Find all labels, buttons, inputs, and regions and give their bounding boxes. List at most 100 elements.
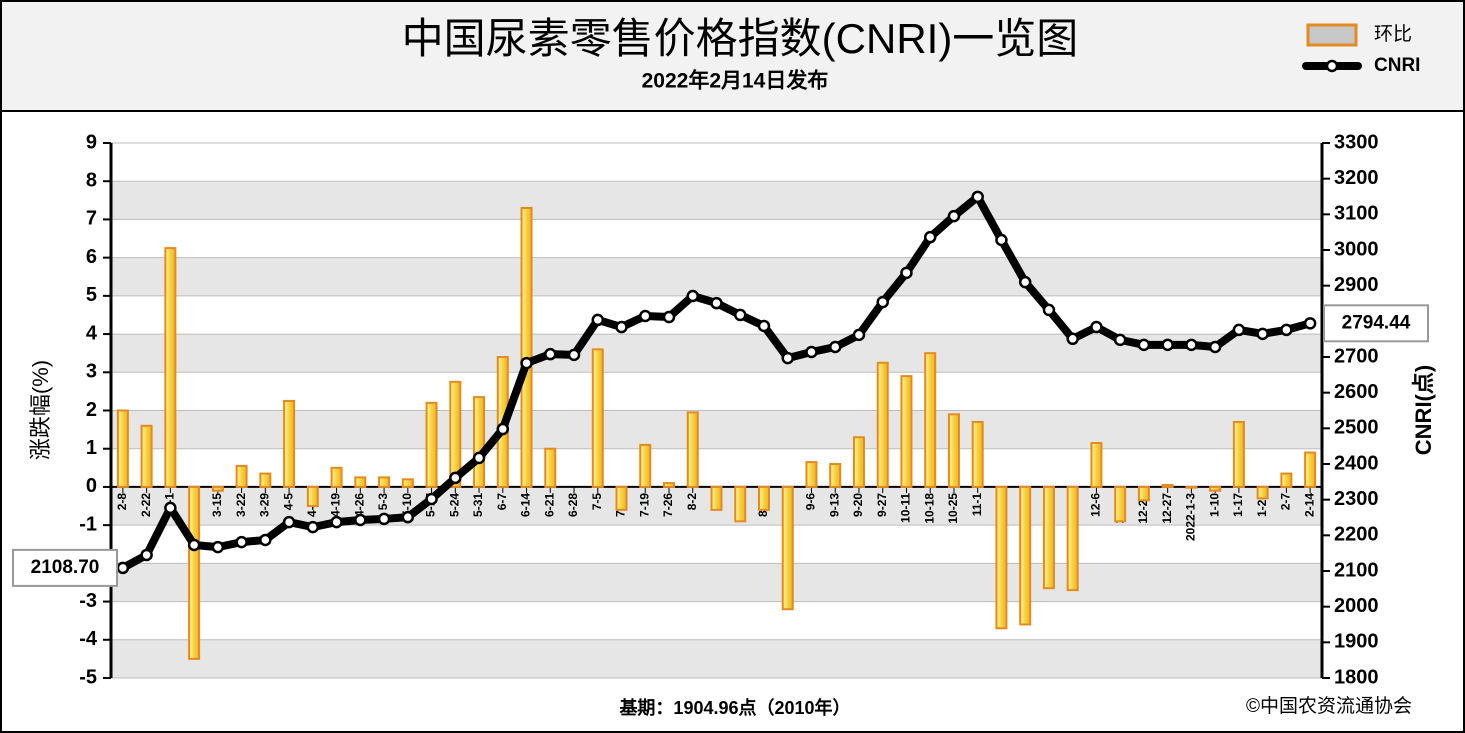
y2-tick-label: 2100 xyxy=(1334,559,1379,581)
bar xyxy=(1137,485,1150,502)
bar xyxy=(924,352,937,488)
x-tick-label: 9-6 xyxy=(804,493,818,511)
chart-title: 中国尿素零售价格指数(CNRI)一览图 xyxy=(402,15,1079,62)
y2-tick-label: 3200 xyxy=(1334,167,1379,189)
point xyxy=(1090,320,1103,334)
y2-tick-label: 3300 xyxy=(1334,131,1379,153)
x-tick-label: 10-18 xyxy=(922,493,936,524)
plot-band xyxy=(111,410,1322,449)
point xyxy=(1161,338,1174,352)
point xyxy=(1042,303,1056,317)
bar xyxy=(710,485,723,511)
bar xyxy=(425,401,438,488)
point xyxy=(615,320,628,334)
legend-swatch xyxy=(1325,59,1339,73)
y-tick-label: 2 xyxy=(86,399,97,421)
y-tick-label: 8 xyxy=(86,169,97,191)
point xyxy=(235,535,248,549)
point xyxy=(1066,332,1079,346)
y2-tick-label: 1900 xyxy=(1334,631,1379,653)
bar xyxy=(829,463,842,488)
bar xyxy=(757,485,770,511)
bar xyxy=(473,396,486,488)
bar xyxy=(1232,420,1245,488)
bar xyxy=(995,485,1008,630)
bar xyxy=(1185,485,1198,489)
x-tick-label: 12-27 xyxy=(1160,493,1174,524)
point xyxy=(591,313,605,327)
point xyxy=(900,266,913,280)
plot-band xyxy=(111,601,1322,640)
bar xyxy=(1114,485,1127,523)
plot-band xyxy=(111,143,1322,182)
y2-axis-label: CNRI(点) xyxy=(1411,365,1436,455)
point xyxy=(401,510,415,524)
x-tick-label: 5-31 xyxy=(471,493,485,517)
y-tick-label: 4 xyxy=(86,322,98,344)
x-tick-label: 3-22 xyxy=(234,493,248,517)
point xyxy=(639,309,652,323)
bar xyxy=(1161,484,1174,488)
y-tick-label: 0 xyxy=(86,475,97,497)
bar xyxy=(188,485,201,660)
y2-tick-label: 1800 xyxy=(1334,666,1379,688)
x-tick-label: 2-14 xyxy=(1302,493,1316,517)
point xyxy=(852,328,866,342)
bar xyxy=(1256,485,1269,500)
plot-band xyxy=(111,639,1322,678)
x-tick-label: 10-25 xyxy=(946,493,960,524)
y2-tick-label: 2600 xyxy=(1334,381,1379,403)
x-tick-label: 7-19 xyxy=(637,493,651,517)
bar xyxy=(781,485,794,611)
y2-tick-label: 2400 xyxy=(1334,452,1379,474)
point xyxy=(187,538,201,552)
point xyxy=(1208,340,1222,354)
x-tick-label: 4-26 xyxy=(352,493,366,517)
point xyxy=(1232,323,1246,337)
y-tick-label: 7 xyxy=(86,208,97,230)
bar xyxy=(520,206,533,488)
y-tick-label: 1 xyxy=(86,437,97,459)
point xyxy=(140,548,153,562)
source: ©中国农资流通协会 xyxy=(1246,695,1412,717)
plot-band xyxy=(111,448,1322,487)
y-tick-label: -1 xyxy=(79,513,97,535)
point xyxy=(686,289,700,303)
bar xyxy=(1280,472,1293,488)
bar xyxy=(401,478,414,488)
plot-band xyxy=(111,525,1322,564)
point xyxy=(828,340,842,354)
bar xyxy=(140,424,153,488)
y2-tick-label: 2300 xyxy=(1334,488,1379,510)
chart-subtitle: 2022年2月14日发布 xyxy=(642,69,829,93)
point xyxy=(567,348,581,362)
y-axis-label: 涨跌幅(%) xyxy=(28,360,53,460)
header xyxy=(0,0,1465,112)
point xyxy=(781,351,794,365)
point xyxy=(662,310,676,324)
point xyxy=(995,233,1008,247)
value-label: 2794.44 xyxy=(1342,312,1411,333)
bar xyxy=(615,485,628,511)
y2-tick-label: 2900 xyxy=(1334,274,1379,296)
bar xyxy=(235,464,248,488)
point xyxy=(805,345,818,359)
x-tick-label: 6-21 xyxy=(542,493,556,517)
x-tick-label: 2-22 xyxy=(139,493,153,517)
y2-tick-label: 3000 xyxy=(1334,238,1379,260)
bar xyxy=(876,361,889,488)
point xyxy=(1280,323,1293,337)
x-tick-label: 2-7 xyxy=(1279,493,1293,511)
x-tick-label: 4-5 xyxy=(281,493,295,511)
point xyxy=(164,501,177,515)
point xyxy=(971,190,984,204)
x-tick-label: 12-6 xyxy=(1089,493,1103,517)
point xyxy=(377,512,391,526)
x-tick-label: 10-11 xyxy=(899,493,913,523)
x-tick-label: 5-24 xyxy=(447,493,461,517)
bar xyxy=(283,399,296,488)
point xyxy=(520,356,533,370)
bar xyxy=(805,461,818,488)
bar xyxy=(449,380,462,488)
